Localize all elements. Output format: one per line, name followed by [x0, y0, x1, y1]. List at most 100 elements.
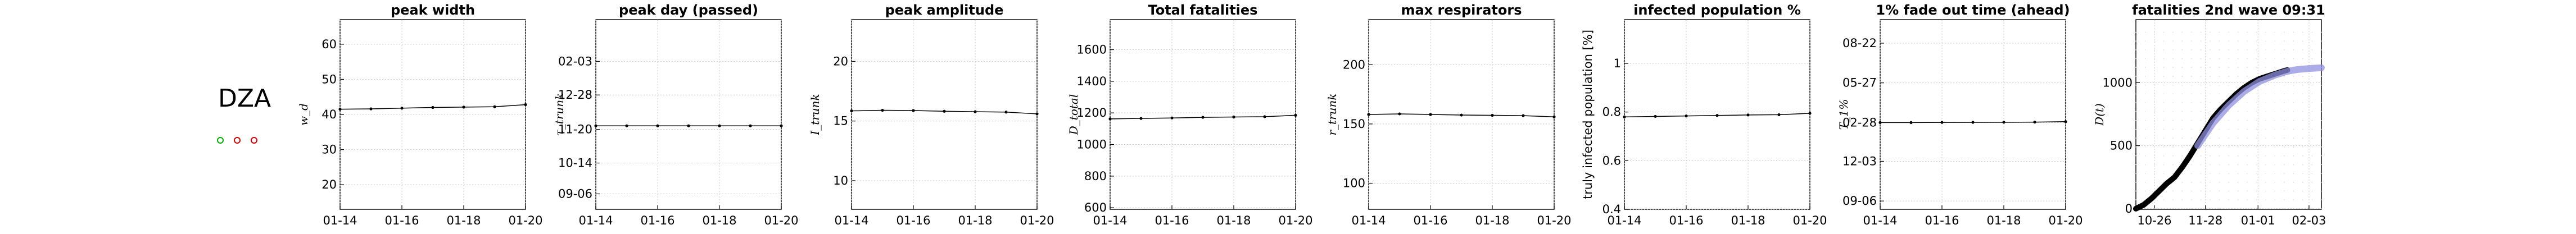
background-dot	[2154, 102, 2155, 104]
y-tick-label: 08-22	[1842, 36, 1877, 50]
y-tick-label: 0.4	[1602, 203, 1621, 216]
background-dot	[2181, 93, 2183, 95]
background-dot	[2256, 31, 2257, 33]
background-dot	[2321, 120, 2322, 121]
background-dot	[2237, 84, 2239, 86]
background-dot	[2311, 173, 2313, 174]
background-dot	[2181, 137, 2183, 139]
legend-markers	[217, 137, 257, 144]
background-dot	[2210, 181, 2211, 183]
background-dot	[2237, 76, 2239, 77]
y-tick-label: 05-27	[1842, 76, 1877, 90]
background-dot	[2144, 111, 2146, 112]
background-dot	[2210, 146, 2211, 148]
background-dot	[2302, 164, 2303, 166]
background-dot	[2256, 49, 2257, 51]
background-dot	[2293, 49, 2294, 51]
y-tick-label: 02-03	[558, 54, 592, 68]
background-dot	[2219, 76, 2220, 77]
background-dot	[2293, 76, 2294, 77]
y-tick-label: 09-06	[558, 187, 592, 201]
background-dot	[2154, 181, 2155, 183]
background-dot	[2144, 137, 2146, 139]
background-dot	[2274, 181, 2276, 183]
background-dot	[2200, 84, 2202, 86]
background-dot	[2311, 181, 2313, 183]
background-dot	[2144, 49, 2146, 51]
x-tick-label: 01-18	[1986, 214, 2021, 227]
background-dot	[2293, 102, 2294, 104]
background-dot	[2321, 102, 2322, 104]
background-dot	[2154, 93, 2155, 95]
plot-area	[1880, 19, 2066, 210]
y-tick-label: 15	[833, 114, 848, 128]
background-dot	[2228, 67, 2229, 68]
background-dot	[2228, 146, 2229, 148]
background-dot	[2311, 76, 2313, 77]
background-dot	[2293, 155, 2294, 157]
background-dot	[2154, 137, 2155, 139]
background-dot	[2321, 93, 2322, 95]
background-dot	[2219, 67, 2220, 68]
background-dot	[2219, 102, 2220, 104]
data-point	[1777, 113, 1781, 117]
background-dot	[2135, 49, 2136, 51]
background-dot	[2237, 67, 2239, 68]
chart-title: Total fatalities	[1148, 2, 1258, 18]
background-dot	[2200, 111, 2202, 112]
y-tick-label: 12-28	[558, 88, 592, 102]
y-tick-label: 100	[1343, 177, 1365, 190]
data-point	[1685, 114, 1688, 118]
data-point	[594, 124, 597, 127]
x-tick-label: 02-03	[2292, 214, 2326, 227]
background-dot	[2293, 93, 2294, 95]
x-tick-label: 01-16	[1669, 214, 1703, 227]
background-dot	[2144, 84, 2146, 86]
background-dot	[2144, 93, 2146, 95]
background-dot	[2219, 40, 2220, 42]
background-dot	[2265, 155, 2266, 157]
x-tick-label: 01-14	[1863, 214, 1897, 227]
background-dot	[2256, 76, 2257, 77]
background-dot	[2200, 31, 2202, 33]
background-dot	[2274, 120, 2276, 121]
background-dot	[2191, 111, 2192, 112]
background-dot	[2200, 49, 2202, 51]
background-dot	[2191, 137, 2192, 139]
background-dot	[2191, 84, 2192, 86]
background-dot	[2219, 84, 2220, 86]
background-dot	[2163, 129, 2165, 130]
background-dot	[2144, 164, 2146, 166]
background-dot	[2163, 190, 2165, 192]
background-dot	[2293, 111, 2294, 112]
background-dot	[2191, 58, 2192, 59]
background-dot	[2144, 181, 2146, 183]
y-tick-label: 600	[1084, 201, 1107, 214]
background-dot	[2210, 31, 2211, 33]
background-dot	[2293, 31, 2294, 33]
plot-area	[2135, 19, 2322, 210]
y-tick-label: 0.6	[1602, 154, 1621, 167]
x-tick-label: 10-26	[2137, 214, 2171, 227]
background-dot	[2321, 137, 2322, 139]
x-tick-label: 01-20	[764, 214, 798, 227]
y-tick-label: 09-06	[1842, 194, 1877, 208]
background-dot	[2302, 199, 2303, 200]
background-dot	[2256, 58, 2257, 59]
background-dot	[2302, 120, 2303, 121]
background-dot	[2256, 40, 2257, 42]
background-dot	[2219, 208, 2220, 209]
background-dot	[2265, 146, 2266, 148]
background-dot	[2265, 84, 2266, 86]
background-dot	[2228, 190, 2229, 192]
background-dot	[2181, 146, 2183, 148]
background-dot	[2311, 129, 2313, 130]
background-dot	[2181, 84, 2183, 86]
data-point	[493, 105, 496, 108]
background-dot	[2219, 137, 2220, 139]
y-tick-label: 20	[833, 54, 848, 68]
background-dot	[2219, 129, 2220, 130]
background-dot	[2256, 173, 2257, 174]
background-dot	[2274, 111, 2276, 112]
background-dot	[2172, 173, 2174, 174]
